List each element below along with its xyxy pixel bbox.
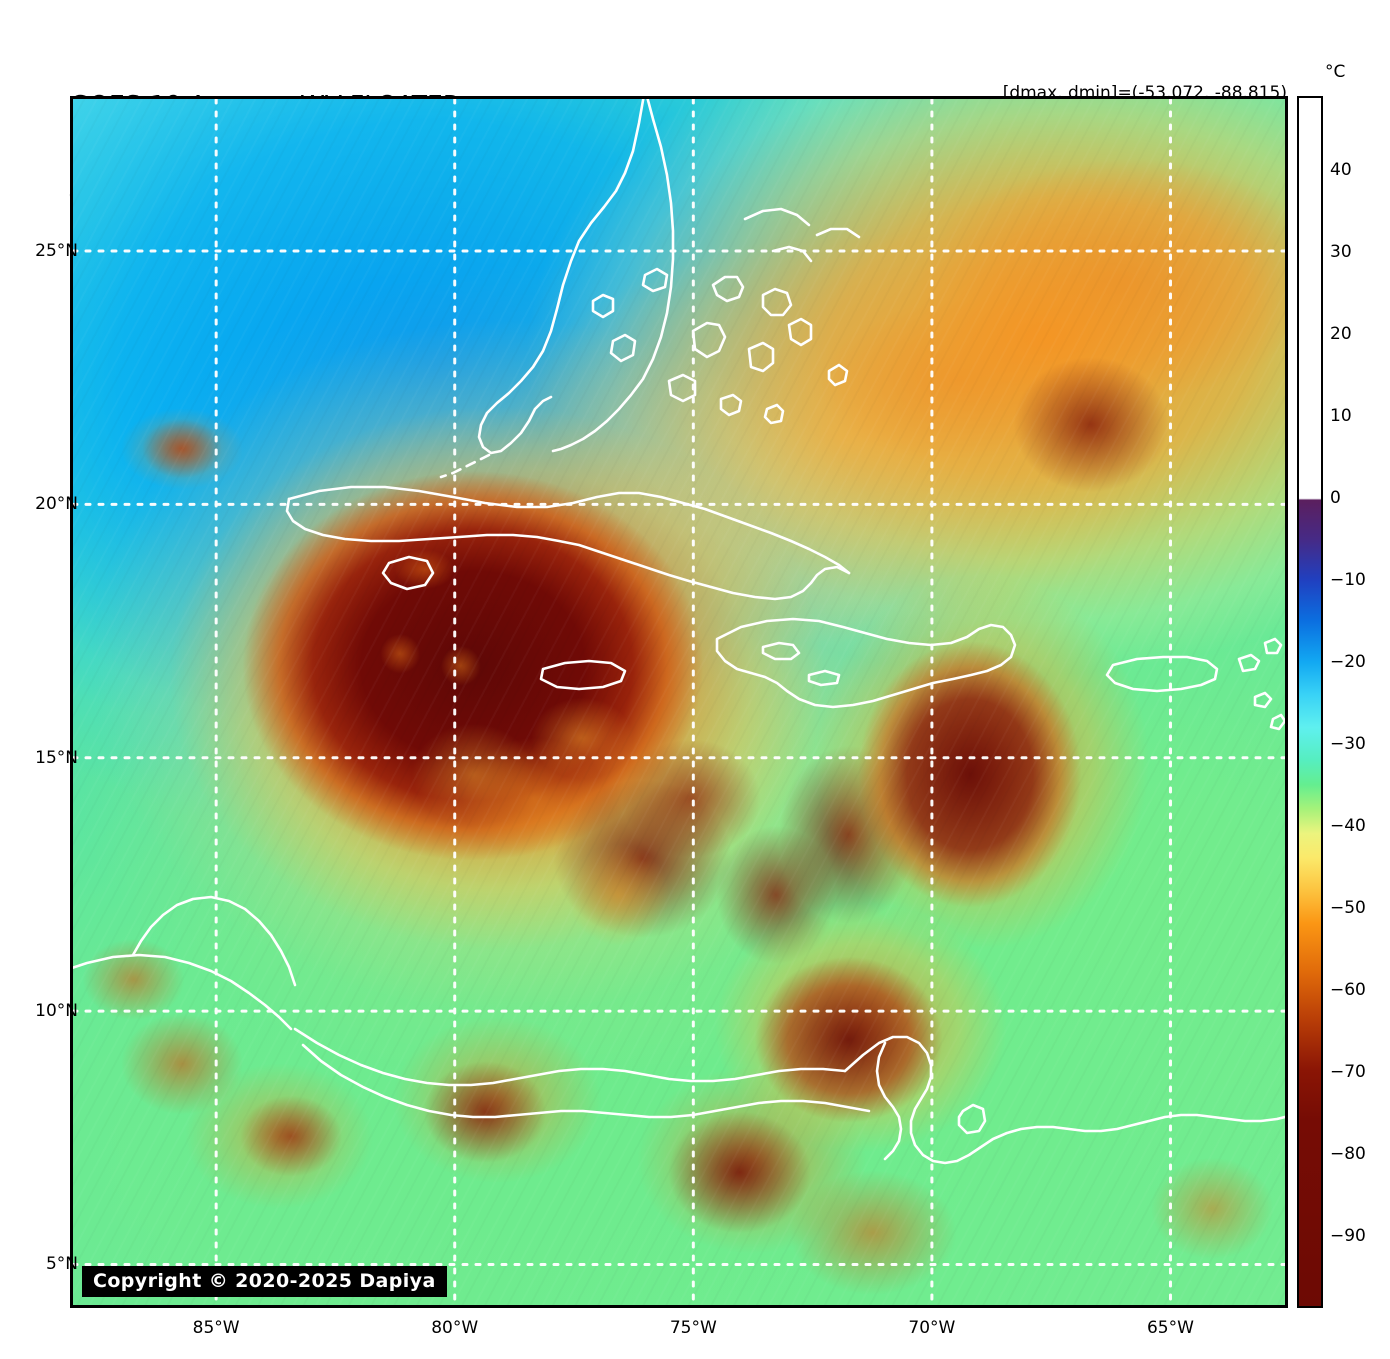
wv-filament-texture: [73, 99, 1285, 1305]
map-vector-overlay: [73, 99, 1285, 1305]
colorbar-tick: −50: [1330, 897, 1366, 918]
colorbar-tick: 10: [1330, 405, 1352, 426]
colorbar-tick: 40: [1330, 159, 1352, 180]
colorbar-tick: −10: [1330, 569, 1366, 590]
x-axis-tick: 65°W: [1146, 1318, 1194, 1338]
colorbar: [1297, 96, 1323, 1308]
y-axis-tick: 10°N: [35, 1001, 78, 1022]
y-axis-tick: 20°N: [35, 494, 78, 515]
colorbar-tick: −30: [1330, 733, 1366, 754]
colorbar-unit-label: °C: [1325, 62, 1346, 82]
y-axis-tick: 25°N: [35, 241, 78, 262]
copyright-banner: Copyright © 2020-2025 Dapiya: [82, 1266, 447, 1297]
x-axis-tick: 75°W: [669, 1318, 717, 1338]
x-axis-tick: 85°W: [192, 1318, 240, 1338]
colorbar-gradient: [1299, 98, 1321, 1306]
colorbar-tick: −70: [1330, 1061, 1366, 1082]
colorbar-tick: −60: [1330, 979, 1366, 1000]
wv-scattered-cells: [73, 99, 1285, 1305]
colorbar-tick: 0: [1330, 487, 1341, 508]
x-axis-tick: 80°W: [431, 1318, 479, 1338]
colorbar-tick: −20: [1330, 651, 1366, 672]
satellite-image-plot: Copyright © 2020-2025 Dapiya: [70, 96, 1288, 1308]
colorbar-tick: −90: [1330, 1225, 1366, 1246]
x-axis-tick: 70°W: [908, 1318, 956, 1338]
y-axis-tick: 5°N: [45, 1254, 78, 1275]
colorbar-tick: −80: [1330, 1143, 1366, 1164]
y-axis-tick: 15°N: [35, 747, 78, 768]
colorbar-tick: 30: [1330, 241, 1352, 262]
colorbar-tick: −40: [1330, 815, 1366, 836]
colorbar-tick: 20: [1330, 323, 1352, 344]
